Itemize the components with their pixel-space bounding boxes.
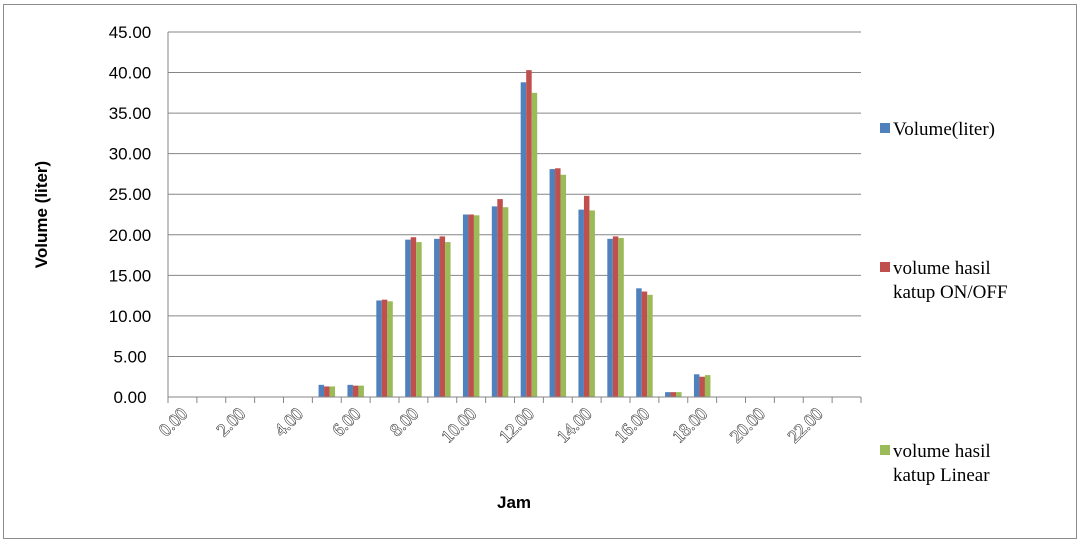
bar [497,199,503,397]
bar [555,168,561,397]
x-axis-title: Jam [497,493,531,512]
bar [578,210,584,397]
bar [642,292,648,397]
x-tick-label: 4.00 [270,404,306,440]
y-tick-label: 40.00 [109,64,152,83]
y-tick-label: 30.00 [109,145,152,164]
bar [699,377,705,397]
bar [358,386,364,397]
x-tick-label: 16.00 [610,404,653,447]
y-tick-label: 45.00 [109,23,152,42]
bar [434,239,440,397]
y-tick-label: 35.00 [109,104,152,123]
legend-label: volume hasil [893,441,991,462]
bar [676,392,682,397]
bar [526,70,532,397]
bar [468,215,474,398]
legend-label: katup ON/OFF [893,282,1008,303]
bar [584,196,590,397]
y-tick-label: 15.00 [109,266,152,285]
bar [532,93,538,397]
legend-label: Volume(liter) [893,119,995,140]
bar [387,301,393,397]
bar [440,236,446,397]
y-tick-label: 25.00 [109,185,152,204]
bar [618,238,624,397]
x-tick-label: 0.00 [155,404,191,440]
bar [503,207,509,397]
bar [474,215,480,397]
bar [607,239,613,397]
legend-label: katup Linear [893,465,990,486]
y-tick-labels: 0.00 5.00 10.00 15.00 20.00 25.00 30.00 35.00 40… [109,23,152,407]
bar [411,237,417,397]
x-tick-label: 22.00 [784,404,827,447]
x-tick-label: 18.00 [668,404,711,447]
x-tick-label: 14.00 [553,404,596,447]
x-tick-label: 10.00 [437,404,480,447]
bar [416,242,422,397]
bar [324,386,330,397]
y-tick-label: 0.00 [113,388,146,407]
bar [405,240,411,397]
bar [665,392,671,397]
legend: Volume(liter) volume hasil katup ON/OFF vol… [880,119,1008,486]
y-tick-label: 20.00 [109,226,152,245]
x-tick-label: 12.00 [495,404,538,447]
y-axis-title: Volume (liter) [32,161,51,268]
legend-swatch [880,262,890,272]
bar [636,288,642,397]
bar [330,386,336,397]
bar [705,375,711,397]
bar [671,392,677,397]
bars [319,70,711,397]
bar [613,236,619,397]
gridlines [168,32,861,356]
bar [382,300,388,397]
x-tick-label: 8.00 [386,404,422,440]
x-tick-label: 2.00 [213,404,249,440]
y-tick-label: 10.00 [109,307,152,326]
bar [376,300,382,397]
x-tick-label: 6.00 [328,404,364,440]
bar [347,385,353,397]
bar [319,385,325,397]
bar [647,295,653,397]
legend-swatch [880,123,890,133]
bar [492,206,498,397]
bar [353,386,359,397]
bar [445,242,451,397]
bar [463,215,469,398]
legend-label: volume hasil [893,258,991,279]
bar [550,169,556,397]
bar [694,374,700,397]
chart-frame: 0.00 5.00 10.00 15.00 20.00 25.00 30.00 35.00 40… [3,4,1077,539]
bar [561,175,567,397]
axes [168,32,861,403]
bar [589,210,595,397]
y-tick-label: 5.00 [113,347,146,366]
x-tick-label: 20.00 [726,404,769,447]
bar-chart: 0.00 5.00 10.00 15.00 20.00 25.00 30.00 35.00 40… [4,5,1076,538]
bar [521,82,527,397]
legend-swatch [880,445,890,455]
x-tick-labels: 0.00 2.00 4.00 6.00 8.00 10.00 12.00 14.00 16.00… [155,404,827,447]
